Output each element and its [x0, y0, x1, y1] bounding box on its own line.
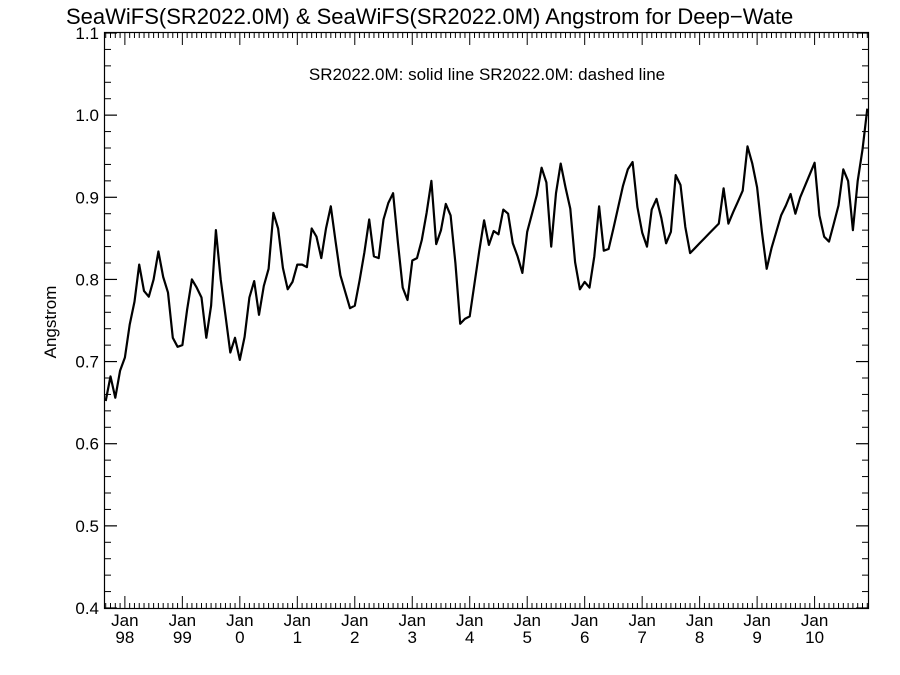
y-tick-label: 0.9 — [75, 188, 99, 207]
x-tick-label-year: 4 — [465, 628, 474, 647]
x-tick-label-month: Jan — [628, 611, 655, 630]
x-tick-label-year: 8 — [695, 628, 704, 647]
x-tick-label-year: 1 — [293, 628, 302, 647]
y-tick-label: 1.1 — [75, 24, 99, 43]
y-tick-label: 1.0 — [75, 106, 99, 125]
x-axis: Jan98Jan99Jan0Jan1Jan2Jan3Jan4Jan5Jan6Ja… — [105, 33, 868, 647]
y-tick-label: 0.6 — [75, 435, 99, 454]
x-tick-label-month: Jan — [743, 611, 770, 630]
series-layer — [104, 108, 869, 402]
x-tick-label-month: Jan — [169, 611, 196, 630]
x-tick-label-year: 3 — [408, 628, 417, 647]
y-tick-label: 0.5 — [75, 517, 99, 536]
x-tick-label-year: 98 — [115, 628, 134, 647]
x-tick-label-year: 7 — [637, 628, 646, 647]
x-tick-label-year: 2 — [350, 628, 359, 647]
y-axis: 0.4 0.5 0.6 0.7 0.8 0.9 1.0 1.1 — [75, 24, 868, 618]
x-tick-label-month: Jan — [571, 611, 598, 630]
x-tick-label-year: 5 — [522, 628, 531, 647]
x-tick-label-year: 99 — [173, 628, 192, 647]
x-tick-label-month: Jan — [686, 611, 713, 630]
plot-frame — [103, 31, 870, 610]
x-tick-label-month: Jan — [226, 611, 253, 630]
x-tick-label-month: Jan — [456, 611, 483, 630]
x-tick-label-month: Jan — [111, 611, 138, 630]
x-tick-label-year: 9 — [752, 628, 761, 647]
x-tick-label-year: 6 — [580, 628, 589, 647]
legend-note: SR2022.0M: solid line SR2022.0M: dashed … — [309, 65, 665, 84]
x-tick-label-year: 0 — [235, 628, 244, 647]
x-tick-label-month: Jan — [801, 611, 828, 630]
x-tick-label-month: Jan — [514, 611, 541, 630]
x-tick-label-month: Jan — [399, 611, 426, 630]
y-tick-label: 0.4 — [75, 599, 99, 618]
y-axis-label: Angstrom — [41, 286, 60, 359]
series-line — [104, 108, 869, 402]
x-tick-label-year: 10 — [805, 628, 824, 647]
chart-title: SeaWiFS(SR2022.0M) & SeaWiFS(SR2022.0M) … — [66, 4, 794, 29]
x-tick-label-month: Jan — [341, 611, 368, 630]
x-tick-label-month: Jan — [284, 611, 311, 630]
y-tick-label: 0.8 — [75, 270, 99, 289]
y-tick-label: 0.7 — [75, 353, 99, 372]
